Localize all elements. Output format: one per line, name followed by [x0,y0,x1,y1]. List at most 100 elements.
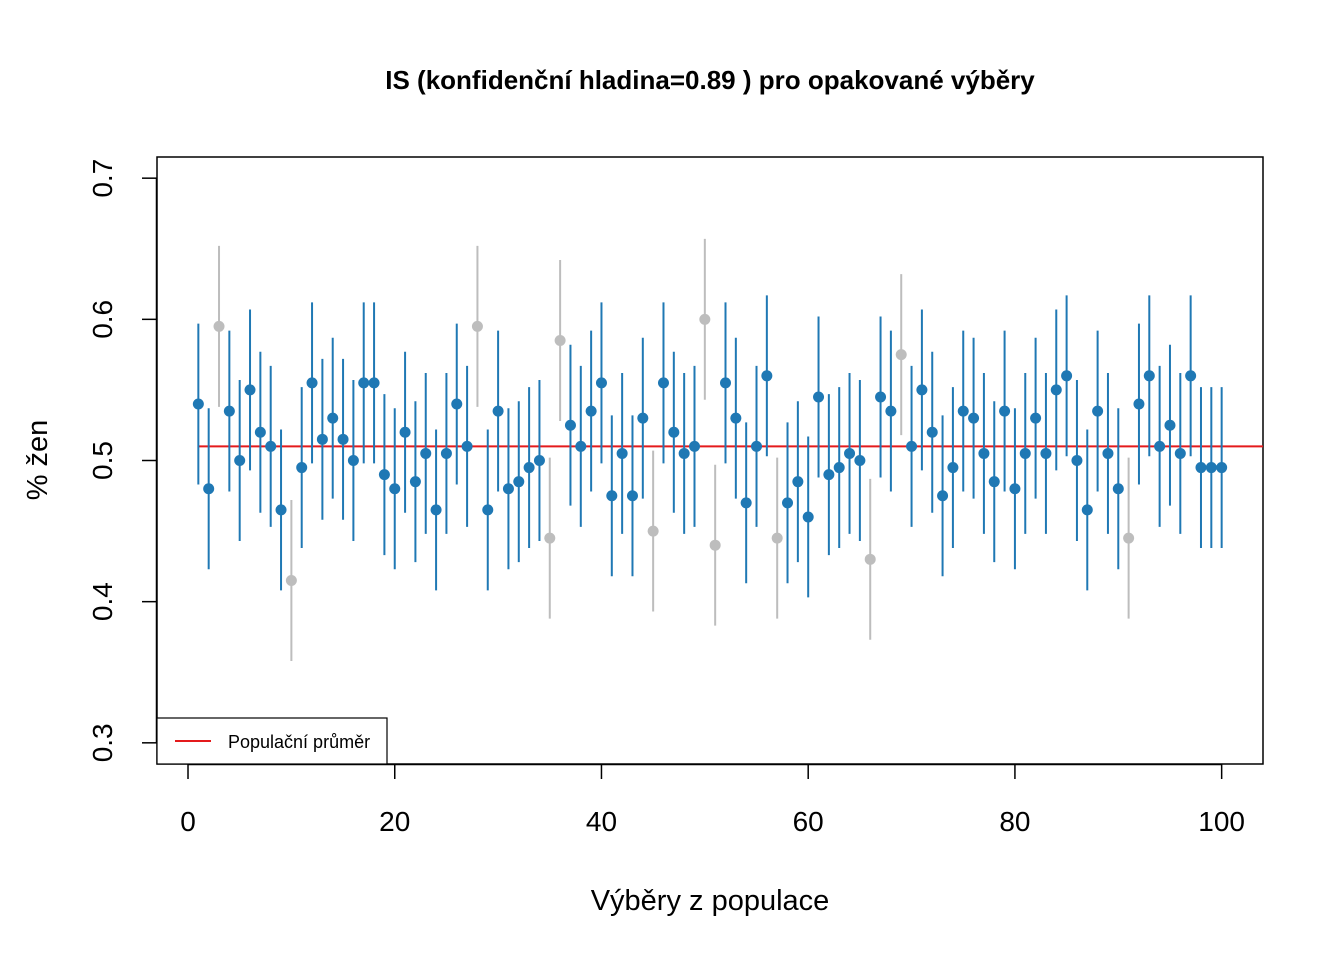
ci-point [595,377,607,389]
ci-point [513,476,525,488]
ci-point [626,490,638,502]
ci-point [688,440,700,452]
ci-point [347,455,359,466]
ci-point [968,412,980,424]
ci-point [1123,532,1135,544]
ci-point [813,391,825,403]
ci-point [792,476,804,488]
ci-point [440,447,452,459]
ci-point [192,398,204,410]
ci-point [1143,370,1155,382]
ci-point [420,447,432,459]
ci-point [1174,447,1186,459]
x-tick-label: 0 [180,806,196,837]
ci-point [358,377,370,389]
ci-point [1164,419,1176,431]
ci-point [471,320,483,332]
ci-point [523,462,535,474]
ci-point [678,447,690,459]
y-tick-label: 0.5 [87,441,118,480]
ci-point [1050,384,1062,396]
ci-point [482,504,494,516]
y-axis-label: % žen [22,420,54,501]
x-tick-label: 60 [793,806,824,837]
ci-point [1185,370,1197,382]
ci-point [585,405,597,417]
ci-point [265,440,277,452]
ci-point [533,455,545,466]
ci-point [1195,462,1207,474]
ci-point [285,574,297,586]
ci-point [544,532,556,544]
ci-point [999,405,1011,417]
ci-point [730,412,742,424]
ci-point [368,377,380,389]
ci-point [709,539,721,551]
ci-point [637,412,649,424]
ci-point [647,525,659,537]
ci-point [854,455,866,466]
points-layer [192,313,1228,586]
y-tick-label: 0.4 [87,582,118,621]
ci-point [275,504,287,516]
ci-point [1154,440,1166,452]
ci-point [223,405,235,417]
ci-point [751,440,763,452]
ci-point [761,370,773,382]
legend-label-populacni-prumer: Populační průměr [228,732,370,752]
ci-point [1040,447,1052,459]
ci-point [864,553,876,565]
ci-point [1133,398,1145,410]
ci-point [1071,455,1083,466]
ci-point [957,405,969,417]
ci-point [1009,483,1021,495]
x-tick-label: 100 [1198,806,1245,837]
ci-point [244,384,256,396]
ci-point [947,462,959,474]
ci-point [1019,447,1031,459]
ci-point [895,349,907,361]
ci-point [885,405,897,417]
ci-point [564,419,576,431]
ci-point [306,377,318,389]
ci-point [916,384,928,396]
ci-point [203,483,215,495]
x-axis-label: Výběry z populace [591,885,830,917]
ci-point [926,426,938,438]
ci-point [657,377,669,389]
ci-point [1030,412,1042,424]
error-bars-layer [197,238,1223,661]
ci-point [254,426,266,438]
ci-point [844,447,856,459]
y-axis: 0.3 0.4 0.5 0.6 0.7 [87,159,158,762]
ci-point [1061,370,1073,382]
ci-point [720,377,732,389]
y-tick-label: 0.3 [87,723,118,762]
ci-point [782,497,794,509]
ci-point [234,455,246,466]
ci-point [978,447,990,459]
ci-point [430,504,442,516]
ci-point [213,320,225,332]
ci-point [554,335,566,347]
legend: Populační průměr [156,717,388,765]
ci-point [937,490,949,502]
ci-point [823,469,835,481]
ci-point [1205,462,1217,474]
chart-title: IS (konfidenční hladina=0.89 ) pro opako… [385,65,1035,95]
ci-point [492,405,504,417]
ci-point [988,476,1000,488]
y-tick-label: 0.7 [87,159,118,198]
ci-point [451,398,463,410]
ci-point [668,426,680,438]
ci-point [1081,504,1093,516]
ci-point [616,447,628,459]
x-tick-label: 20 [379,806,410,837]
ci-point [575,440,587,452]
ci-point [316,433,328,445]
ci-point [399,426,411,438]
ci-point [378,469,390,481]
ci-point [606,490,618,502]
ci-point [802,511,814,523]
